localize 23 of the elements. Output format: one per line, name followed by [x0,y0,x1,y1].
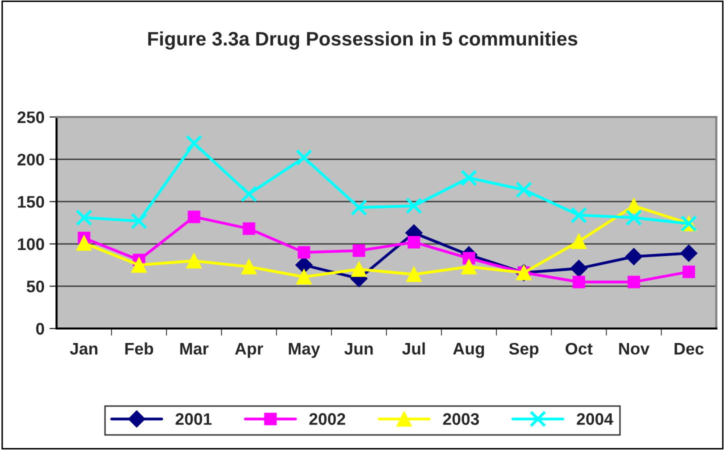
x-tick-label: Oct [566,342,593,355]
x-tick-label: Apr [235,343,264,358]
y-tick-label: 0 [36,322,44,335]
y-tick-label: 200 [18,154,44,166]
chart-title: Figure 3.3a Drug Possession in 5 communities [148,31,578,50]
legend-label: 2004 [576,413,614,425]
x-tick-label: Aug [453,342,484,358]
y-tick-label: 250 [18,111,44,124]
x-tick-label: Dec [674,343,704,355]
legend-label: 2003 [443,413,479,425]
legend-label: 2001 [176,413,212,425]
x-tick-label: Jul [402,342,425,355]
legend-label: 2002 [309,413,346,425]
x-tick-label: May [288,343,320,358]
x-tick-label: Mar [180,343,209,355]
x-tick-label: Sep [509,342,538,358]
y-tick-label: 150 [18,196,44,208]
x-tick-label: Jan [70,343,98,355]
x-tick-label: Nov [619,343,650,355]
y-tick-label: 50 [26,280,44,292]
x-tick-label: Feb [125,342,154,355]
y-tick-label: 100 [18,238,44,250]
x-tick-label: Jun [344,343,373,355]
